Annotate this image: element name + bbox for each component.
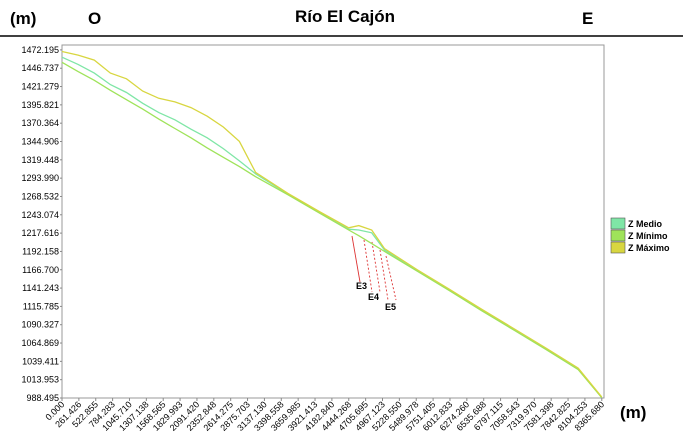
y-tick-label: 1344.906: [21, 137, 59, 147]
y-tick-label: 1395.821: [21, 100, 59, 110]
y-tick-label: 1141.243: [22, 283, 59, 293]
west-label: O: [88, 9, 101, 28]
arrow: [363, 239, 373, 293]
arrow: [351, 235, 361, 283]
y-tick-label: 1446.737: [21, 63, 59, 73]
plot-frame: [61, 44, 605, 399]
y-tick-label: 1217.616: [21, 228, 59, 238]
series-line: [61, 50, 603, 398]
legend-swatch: [610, 217, 626, 230]
y-tick-label: 988.495: [26, 393, 59, 403]
y-tick-label: 1192.158: [22, 246, 59, 256]
east-label: E: [582, 9, 593, 28]
legend-swatch: [610, 229, 626, 242]
annotation: E5: [385, 302, 396, 312]
chart-title: Río El Cajón: [295, 7, 395, 26]
annotation: E4: [368, 292, 379, 302]
arrow: [371, 241, 381, 293]
y-tick-label: 1090.327: [21, 320, 59, 330]
y-tick-label: 1115.785: [23, 301, 59, 311]
legend-swatch: [610, 241, 626, 254]
y-tick-label: 1039.411: [22, 356, 59, 366]
annotation: E3: [356, 281, 367, 291]
y-tick-label: 1243.074: [21, 210, 59, 220]
arrow: [379, 249, 389, 301]
legend-label: Z Máximo: [628, 243, 670, 253]
y-tick-label: 1370.364: [21, 118, 59, 128]
legend-label: Z Mínimo: [628, 231, 668, 241]
y-tick-label: 1013.953: [21, 375, 59, 385]
y-tick-label: 1268.532: [21, 191, 59, 201]
legend-label: Z Medio: [628, 219, 662, 229]
y-tick-label: 1319.448: [21, 155, 59, 165]
arrow: [385, 255, 397, 301]
arrows: [351, 235, 397, 301]
y-tick-label: 1293.990: [21, 173, 59, 183]
y-axis-label: (m): [10, 9, 36, 28]
y-tick-label: 1472.195: [21, 45, 59, 55]
y-tick-label: 1064.869: [21, 338, 59, 348]
x-axis-label: (m): [620, 403, 646, 422]
y-tick-label: 1421.279: [21, 82, 59, 92]
series-line: [61, 61, 603, 399]
y-tick-label: 1166.700: [22, 265, 59, 275]
